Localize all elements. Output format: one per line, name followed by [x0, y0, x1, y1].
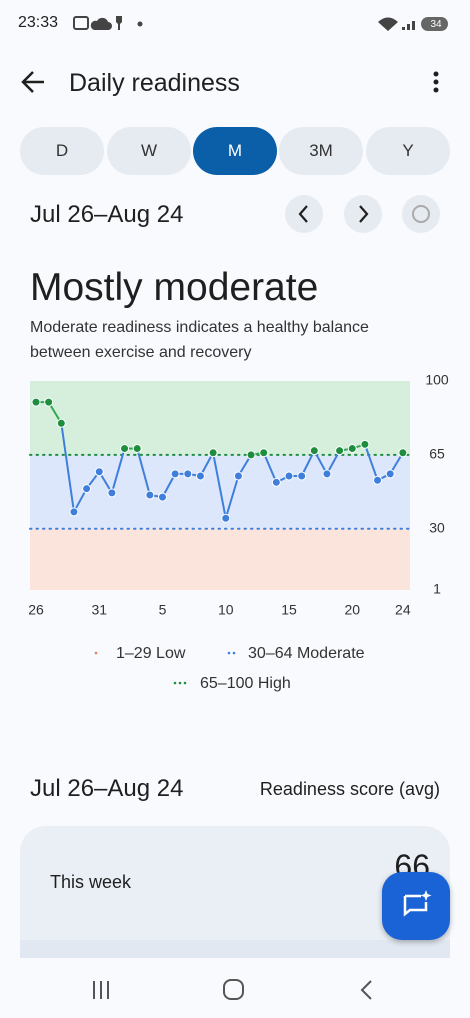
- data-point: [233, 471, 243, 481]
- y-tick-label: 65: [429, 446, 445, 462]
- legend-label: 1–29 Low: [116, 645, 186, 662]
- signal-icon: [402, 21, 415, 30]
- x-tick-label: 26: [28, 602, 44, 618]
- x-tick-label: 15: [281, 602, 297, 618]
- legend-label: 30–64 Moderate: [248, 645, 365, 662]
- x-tick-label: 24: [395, 602, 411, 618]
- data-point: [31, 397, 41, 407]
- battery-icon: [421, 17, 448, 31]
- data-point: [385, 469, 395, 479]
- table-date-range: Jul 26–Aug 24: [30, 775, 184, 802]
- status-time: 23:33: [18, 14, 59, 31]
- line-segment: [363, 444, 379, 481]
- data-point: [56, 418, 66, 428]
- y-tick-label: 1: [433, 581, 441, 597]
- recents-button[interactable]: [93, 981, 109, 999]
- nav-bar: [0, 958, 470, 1018]
- legend-icon: [183, 681, 187, 685]
- data-point: [259, 448, 269, 458]
- data-point: [158, 492, 167, 502]
- date-range: Jul 26–Aug 24: [30, 201, 184, 228]
- x-tick-label: 20: [344, 602, 360, 618]
- data-point: [221, 513, 231, 523]
- next-button[interactable]: [344, 195, 382, 233]
- wifi-icon: [378, 17, 398, 31]
- data-point: [120, 444, 130, 454]
- tab[interactable]: W: [107, 127, 191, 175]
- menu-button[interactable]: [433, 71, 439, 93]
- data-point: [246, 450, 256, 460]
- nav-back-button[interactable]: [360, 980, 372, 1000]
- data-point: [398, 448, 408, 458]
- y-tick-label: 100: [425, 372, 449, 388]
- data-point: [347, 444, 357, 454]
- data-point: [82, 484, 92, 494]
- prev-icon: [298, 205, 308, 223]
- legend-icon: [94, 651, 98, 655]
- row-label: This week: [50, 872, 132, 892]
- y-tick-label: 30: [429, 519, 445, 535]
- x-tick-label: 31: [91, 602, 107, 618]
- next-card: [20, 940, 450, 960]
- status-icon: [90, 17, 112, 30]
- line-segment: [212, 452, 227, 519]
- tab[interactable]: 3M: [279, 127, 363, 175]
- assistant-icon: [403, 890, 432, 917]
- x-tick-label: 5: [159, 602, 167, 618]
- table-column: Readiness score (avg): [259, 779, 440, 799]
- data-point: [284, 471, 294, 481]
- summary-title: Mostly moderate: [30, 266, 319, 309]
- line-segment: [262, 452, 278, 483]
- line-segment: [300, 450, 316, 477]
- tab[interactable]: D: [20, 127, 104, 175]
- status-icon: [137, 21, 143, 27]
- data-point: [107, 488, 117, 498]
- line-segment: [110, 448, 126, 494]
- data-point: [322, 469, 332, 479]
- data-point: [297, 471, 307, 481]
- status-icon: [116, 16, 122, 30]
- data-point: [271, 477, 281, 487]
- tab[interactable]: M: [193, 127, 277, 175]
- assistant-button[interactable]: [382, 872, 450, 940]
- data-point: [373, 475, 383, 485]
- legend-label: 65–100 High: [200, 675, 291, 692]
- legend-icon: [227, 651, 231, 655]
- data-point: [145, 490, 155, 500]
- line-segment: [136, 448, 151, 496]
- legend-icon: [173, 681, 177, 685]
- tab[interactable]: Y: [366, 127, 450, 175]
- data-point: [208, 448, 218, 458]
- data-point: [94, 467, 104, 477]
- data-point: [170, 469, 180, 479]
- data-point: [183, 469, 193, 479]
- band: [30, 381, 410, 455]
- band: [30, 528, 410, 590]
- x-tick-label: 10: [218, 602, 234, 618]
- summary-description: Moderate readiness indicates a healthy b…: [30, 319, 369, 361]
- page-title: Daily readiness: [69, 69, 240, 97]
- prev-button[interactable]: [285, 195, 323, 233]
- status-icon: [73, 16, 89, 30]
- data-point: [309, 446, 319, 456]
- back-button[interactable]: [21, 71, 44, 93]
- legend-icon: [178, 681, 182, 685]
- data-point: [360, 439, 370, 449]
- battery-level: 34: [430, 19, 442, 30]
- home-button[interactable]: [223, 979, 244, 1000]
- next-icon: [359, 205, 369, 223]
- line-segment: [60, 423, 75, 513]
- summary-card: [20, 826, 450, 966]
- reset-button[interactable]: [402, 195, 440, 233]
- reset-icon: [412, 205, 430, 223]
- data-point: [195, 471, 205, 481]
- data-point: [132, 444, 142, 454]
- data-point: [44, 397, 54, 407]
- data-point: [335, 446, 345, 456]
- line-segment: [224, 475, 240, 519]
- data-point: [69, 507, 79, 517]
- legend-icon: [232, 651, 236, 655]
